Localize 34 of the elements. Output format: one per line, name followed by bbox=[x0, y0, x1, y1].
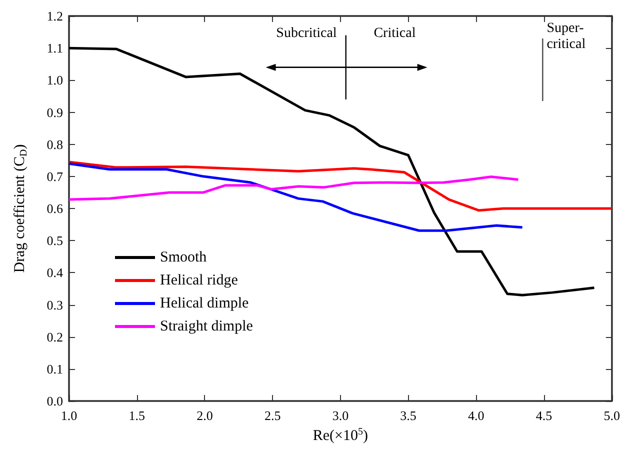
line-series bbox=[68, 160, 614, 212]
legend-label: Helical ridge bbox=[160, 272, 238, 288]
y-tick-label: 0.0 bbox=[46, 394, 63, 408]
legend-label: Straight dimple bbox=[160, 318, 254, 334]
y-tick-label: 0.7 bbox=[46, 168, 64, 184]
x-tick-label: 3.5 bbox=[400, 408, 416, 423]
annotation: Super- critical bbox=[546, 21, 586, 52]
x-tick-label: 4.5 bbox=[536, 408, 552, 423]
annotation: Subcritical bbox=[276, 26, 337, 41]
y-tick-label: 0.5 bbox=[46, 233, 63, 248]
y-tick-label: 1.1 bbox=[46, 40, 63, 56]
y-tick-label: 0.9 bbox=[46, 104, 63, 120]
x-tick-label: 4.0 bbox=[468, 408, 484, 423]
legend-label: Smooth bbox=[160, 250, 208, 266]
x-tick-label: 5.0 bbox=[604, 408, 620, 423]
y-tick-label: 0.8 bbox=[46, 136, 63, 152]
line-series bbox=[68, 162, 524, 232]
annotation: Critical bbox=[374, 26, 416, 41]
y-tick-label: 0.4 bbox=[46, 265, 64, 280]
y-tick-label: 0.2 bbox=[46, 329, 63, 344]
y-tick-label: 1.0 bbox=[46, 72, 63, 88]
legend-label: Helical dimple bbox=[160, 296, 250, 312]
y-tick-label: 0.3 bbox=[46, 297, 63, 312]
y-tick-label: 1.2 bbox=[46, 8, 63, 24]
x-tick-label: 1.0 bbox=[60, 408, 78, 423]
x-tick-label: 2.5 bbox=[264, 408, 281, 423]
line-series bbox=[68, 46, 596, 296]
x-tick-label: 3.0 bbox=[332, 408, 349, 423]
y-tick-label: 0.1 bbox=[46, 361, 63, 376]
x-tick-label: 1.5 bbox=[128, 408, 145, 423]
line-series bbox=[68, 175, 520, 201]
y-tick-label: 0.6 bbox=[46, 201, 64, 216]
y-axis-title: Drag coefficient (CD) bbox=[12, 144, 30, 273]
x-tick-label: 2.0 bbox=[196, 408, 213, 423]
